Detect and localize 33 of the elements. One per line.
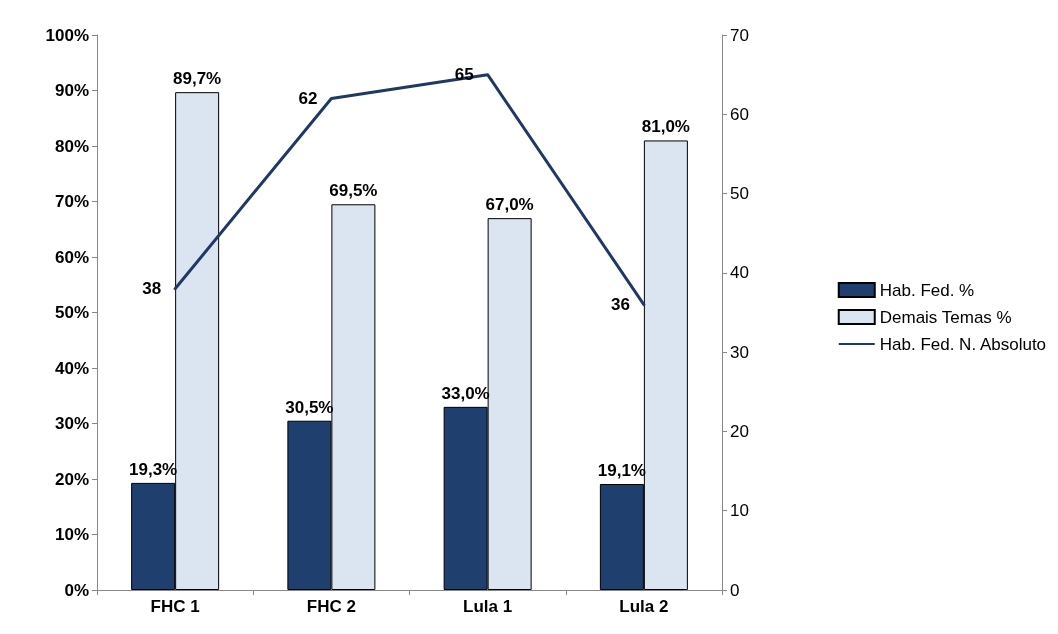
data-label: 89,7%	[173, 69, 222, 89]
y-tick-label: 90%	[54, 81, 89, 100]
x-tick-label: Lula 1	[463, 597, 513, 616]
y2-tick-label: 10	[730, 501, 749, 521]
y-tick-label: 10%	[54, 525, 89, 544]
legend-label: Hab. Fed. %	[879, 280, 975, 300]
y-tick-label: 40%	[54, 358, 89, 378]
y2-tick-label: 20	[730, 421, 749, 441]
y-tick-label: 50%	[54, 303, 89, 322]
y-tick-label: 30%	[54, 414, 89, 433]
data-label: 67,0%	[485, 195, 534, 215]
y2-tick-label: 30	[730, 342, 749, 362]
y2-tick-label: 0	[730, 580, 740, 600]
y-tick-label: 60%	[54, 247, 89, 267]
y2-tick-label: 70	[730, 25, 749, 45]
y-tick-label: 80%	[54, 136, 89, 156]
y2-tick-label: 60	[730, 104, 749, 124]
data-label: 69,5%	[329, 181, 378, 201]
y-tick-label: 70%	[54, 192, 89, 211]
y-tick-label: 100%	[45, 25, 89, 45]
data-label: 36	[610, 295, 630, 315]
y2-tick-label: 50	[730, 184, 749, 204]
x-tick-label: FHC 2	[306, 597, 356, 616]
legend-label: Hab. Fed. N. Absoluto	[879, 334, 1047, 354]
data-label: 81,0%	[641, 117, 690, 137]
legend-label: Demais Temas %	[879, 307, 1012, 327]
x-tick-label: FHC 1	[150, 597, 200, 616]
x-tick-label: Lula 2	[619, 597, 669, 616]
data-label: 38	[142, 279, 162, 299]
y-tick-label: 0%	[64, 580, 89, 600]
y-tick-label: 20%	[54, 469, 89, 489]
data-label: 62	[298, 88, 318, 108]
y2-tick-label: 40	[730, 263, 749, 283]
